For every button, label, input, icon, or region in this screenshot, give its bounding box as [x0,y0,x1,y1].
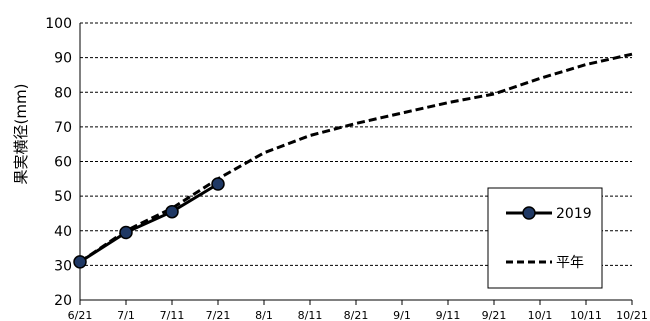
legend-box [487,187,603,289]
legend-2019-marker [522,206,536,220]
series-2019-point [73,255,87,269]
legend-2019-label: 2019 [556,206,592,222]
x-tick-label: 9/11 [436,309,461,321]
y-axis-label: 果実横径(mm) [12,84,30,185]
y-tick-label: 50 [54,189,72,205]
legend-heinen-label: 平年 [556,255,584,271]
series-2019-point [211,177,225,191]
x-tick-labels: 6/21 7/1 7/11 7/21 8/1 8/11 8/21 9/1 9/11 9/21 10/… [68,309,648,321]
x-tick-label: 8/1 [255,309,273,321]
x-tick-label: 7/1 [117,309,135,321]
y-tick-label: 90 [54,51,72,67]
x-tick-label: 9/21 [482,309,507,321]
series-2019-point [119,225,133,240]
x-tick-label: 6/21 [68,309,93,321]
y-tick-label: 70 [54,120,72,136]
x-tick-label: 9/1 [393,309,411,321]
grid-lines [80,22,632,266]
y-tick-label: 40 [54,224,72,240]
legend: 2019 平年 [487,187,603,289]
y-tick-label: 30 [54,258,72,274]
series-layer [73,52,633,269]
x-tick-label: 10/11 [570,309,602,321]
x-tick-label: 8/21 [344,309,369,321]
y-tick-label: 80 [54,85,72,101]
x-tick-label: 7/21 [206,309,231,321]
series-2019-point [165,204,179,219]
x-tick-label: 10/1 [528,309,553,321]
y-tick-label: 100 [45,16,72,32]
axes [79,23,633,305]
x-tick-label: 10/21 [616,309,648,321]
x-tick-label: 8/11 [298,309,323,321]
series-2019-line [79,182,219,264]
x-tick-label: 7/11 [160,309,185,321]
y-tick-label: 20 [54,293,72,309]
y-tick-label: 60 [54,155,72,171]
y-tick-labels: 20 30 40 50 60 70 80 90 100 [45,16,72,309]
